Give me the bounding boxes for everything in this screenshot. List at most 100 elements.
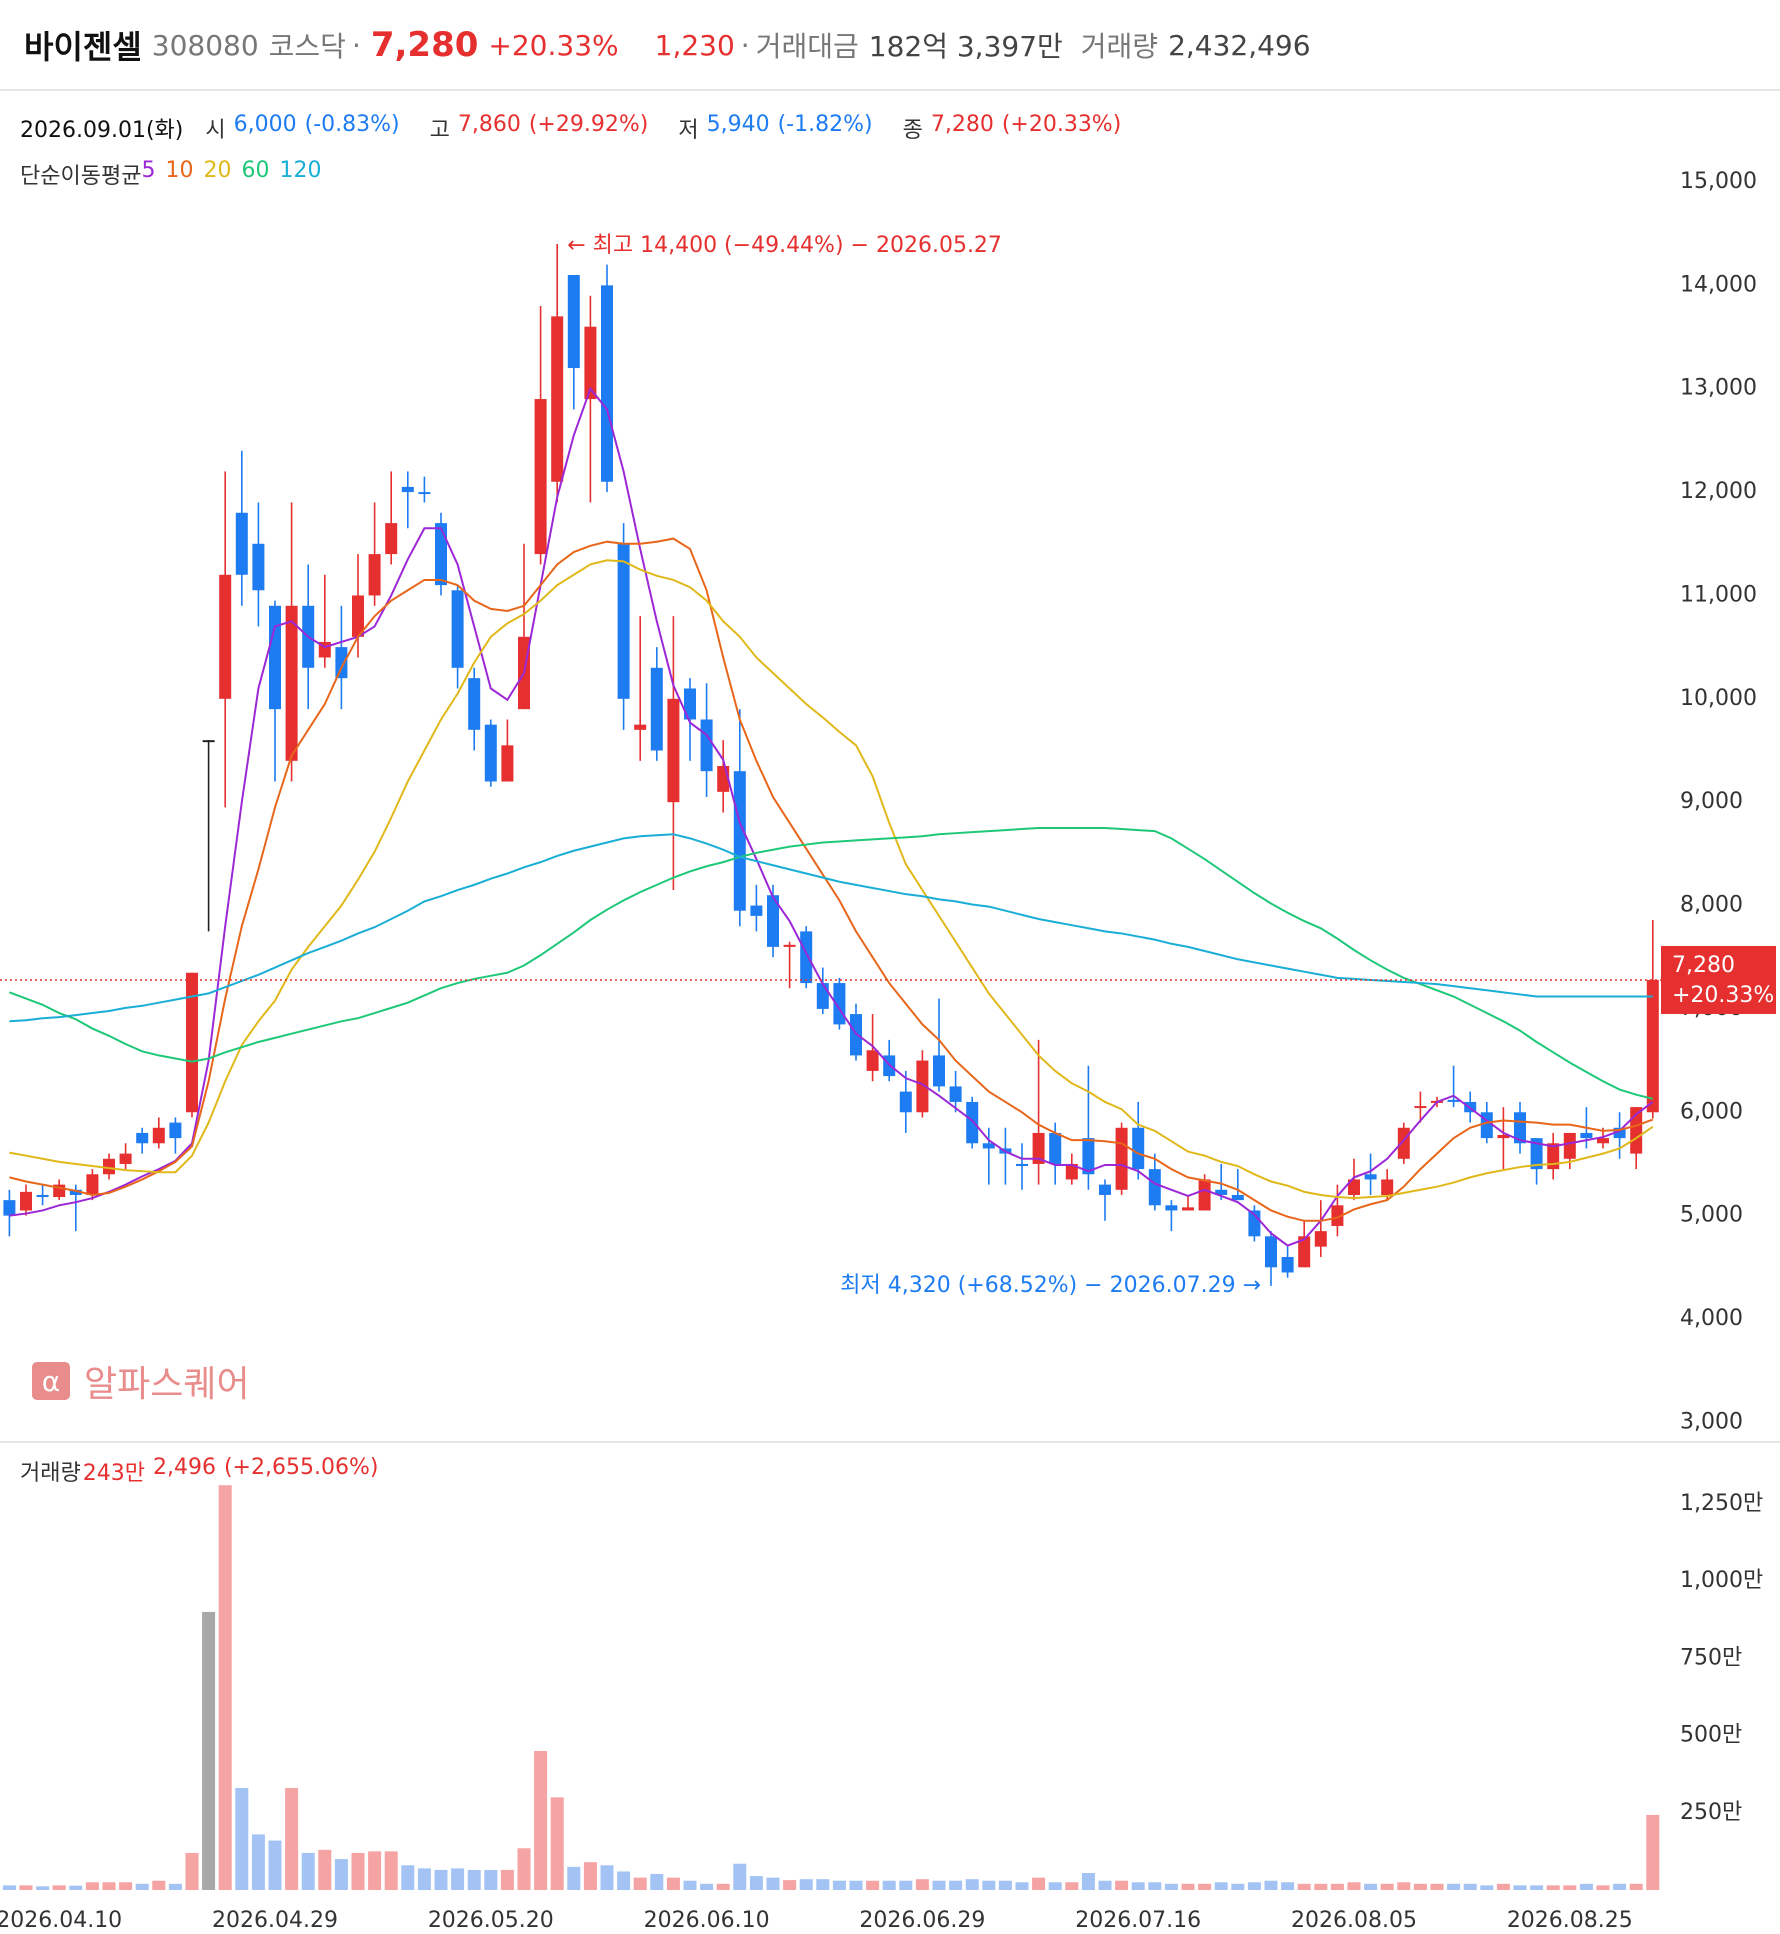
volume-bar bbox=[1281, 1882, 1295, 1890]
volume-bar bbox=[251, 1834, 265, 1890]
watermark-icon: α bbox=[32, 1362, 70, 1400]
candle-body bbox=[1646, 979, 1659, 1113]
candle-body bbox=[1348, 1179, 1360, 1195]
volume-bar bbox=[1430, 1883, 1444, 1890]
candle-body bbox=[1580, 1132, 1593, 1139]
candle-body bbox=[368, 554, 381, 596]
volume-bar bbox=[1098, 1880, 1112, 1890]
volume-bar bbox=[301, 1852, 315, 1890]
candle-body bbox=[551, 316, 564, 482]
candle-body bbox=[783, 944, 796, 947]
volume-bar bbox=[1065, 1882, 1079, 1890]
candle-body bbox=[1065, 1163, 1078, 1180]
x-tick-label: 2026.04.10 bbox=[0, 1908, 122, 1933]
candle-body bbox=[501, 745, 514, 782]
volume-bar bbox=[1164, 1883, 1178, 1890]
candle-body bbox=[1231, 1194, 1244, 1201]
candle-body bbox=[750, 905, 763, 916]
info-label: 시 bbox=[205, 118, 226, 143]
volume-bar bbox=[1231, 1883, 1245, 1890]
volume-bar bbox=[285, 1788, 299, 1890]
volume-info-label: 거래량 bbox=[20, 1461, 81, 1486]
candle-body bbox=[335, 647, 348, 679]
candle-body bbox=[235, 512, 248, 575]
volume-bar bbox=[1646, 1814, 1660, 1890]
volume-bar bbox=[650, 1873, 664, 1890]
candle-body bbox=[1148, 1169, 1161, 1206]
volume-bar bbox=[119, 1882, 133, 1890]
candle-body bbox=[1265, 1236, 1277, 1268]
volume-bar bbox=[135, 1883, 149, 1890]
volume-bar bbox=[268, 1840, 282, 1890]
candle-body bbox=[418, 492, 431, 495]
legend-title: 단순이동평균 bbox=[20, 164, 142, 189]
candle-body bbox=[1082, 1138, 1095, 1175]
volume-bar bbox=[550, 1797, 564, 1890]
volume-bar bbox=[384, 1851, 398, 1890]
volume-bar bbox=[1330, 1883, 1344, 1890]
candle-body bbox=[584, 326, 597, 400]
y2-tick-label: 750만 bbox=[1680, 1645, 1742, 1670]
volume-bar bbox=[1364, 1883, 1378, 1890]
candle-body bbox=[1447, 1099, 1460, 1102]
info-rate: (+20.33%) bbox=[1001, 112, 1122, 137]
ma-legend: 단순이동평균 5 10 20 60 120 bbox=[20, 158, 331, 190]
candle-body bbox=[567, 275, 580, 369]
volume-bar bbox=[799, 1879, 813, 1890]
volume-bar bbox=[185, 1852, 199, 1890]
volume-bar bbox=[1413, 1883, 1427, 1890]
volume-bar bbox=[1015, 1882, 1029, 1890]
candle-body bbox=[1032, 1132, 1045, 1164]
volume-bar bbox=[152, 1880, 166, 1890]
candle-body bbox=[866, 1050, 879, 1071]
candle-body bbox=[916, 1060, 929, 1113]
volume-bar bbox=[467, 1869, 481, 1890]
candle-body bbox=[1132, 1127, 1145, 1170]
volume-bar bbox=[202, 1611, 216, 1890]
legend-entry: 20 bbox=[203, 158, 232, 183]
candle-body bbox=[966, 1101, 979, 1144]
volume-bar bbox=[932, 1880, 946, 1890]
candle-body bbox=[1563, 1132, 1576, 1159]
y-tick-label: 13,000 bbox=[1680, 376, 1757, 401]
volume-bar bbox=[1397, 1882, 1411, 1890]
ohlc-info: 2026.09.01(화) 시 6,000 (-0.83%) 고 7,860 (… bbox=[20, 112, 1129, 144]
candle-body bbox=[451, 590, 464, 668]
volume-bar bbox=[69, 1885, 83, 1890]
volume-bar bbox=[949, 1880, 963, 1890]
volume-bar bbox=[368, 1851, 382, 1890]
separator: · bbox=[351, 28, 361, 62]
volume-bar bbox=[534, 1750, 548, 1890]
header: 바이젠셀 308080 코스닥 · 7,280 +20.33% 1,230 · … bbox=[24, 0, 1321, 90]
volume-bar bbox=[1629, 1883, 1643, 1890]
volume-bar bbox=[866, 1880, 880, 1890]
candle-body bbox=[816, 983, 829, 1009]
candle-body bbox=[136, 1132, 149, 1144]
watermark-text: 알파스퀘어 bbox=[84, 1364, 250, 1405]
volume-bar bbox=[633, 1877, 647, 1890]
info-value: 7,280 bbox=[930, 112, 994, 137]
volume-bar bbox=[168, 1883, 182, 1890]
volume-info-change: 2,496 bbox=[152, 1455, 216, 1480]
volume-bar bbox=[417, 1868, 431, 1890]
candle-body bbox=[1314, 1231, 1327, 1247]
y-tick-label: 15,000 bbox=[1680, 169, 1757, 194]
volume-bar bbox=[982, 1880, 996, 1890]
candle-body bbox=[1331, 1205, 1344, 1226]
candle-body bbox=[152, 1127, 165, 1144]
candle-body bbox=[1165, 1205, 1178, 1211]
legend-entry: 60 bbox=[241, 158, 270, 183]
x-tick-label: 2026.06.10 bbox=[644, 1908, 770, 1933]
max-annotation: ← 최고 14,400 (−49.44%) − 2026.05.27 bbox=[567, 233, 1002, 258]
candle-body bbox=[1281, 1256, 1294, 1273]
candle-body bbox=[435, 523, 447, 586]
legend-entry: 5 bbox=[141, 158, 156, 183]
market: 코스닥 bbox=[268, 30, 346, 63]
volume-info-value: 243만 bbox=[82, 1461, 145, 1486]
y2-tick-label: 500만 bbox=[1680, 1723, 1742, 1748]
legend-entry: 120 bbox=[279, 158, 322, 183]
volume-bar bbox=[1613, 1883, 1627, 1890]
volume-bar bbox=[832, 1880, 846, 1890]
stock-code: 308080 bbox=[151, 28, 259, 62]
